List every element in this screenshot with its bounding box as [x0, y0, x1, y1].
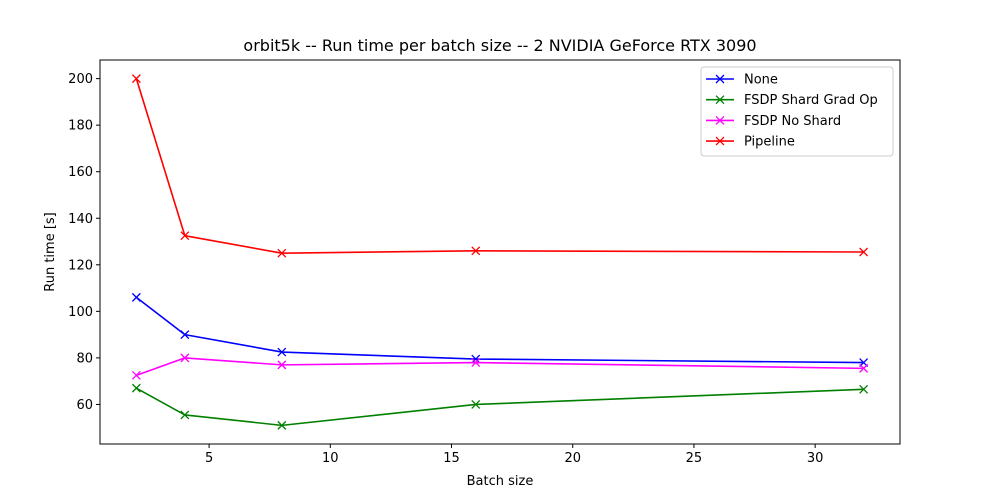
data-point-fsdp-shard-grad-op: [471, 399, 481, 409]
data-point-none: [471, 354, 481, 364]
legend-marker: [715, 74, 725, 84]
series-fsdp-shard-grad-op: [131, 383, 869, 430]
x-axis: 5 10 15 20 25 30: [205, 444, 823, 466]
legend-item-pipeline: Pipeline: [706, 135, 795, 150]
series-pipeline: [131, 74, 869, 258]
data-point-fsdp-no-shard: [471, 358, 481, 368]
y-tick-label: 200: [68, 72, 93, 87]
series-line-none: [135, 296, 864, 364]
data-point-fsdp-no-shard: [277, 360, 287, 370]
data-point-none: [131, 292, 141, 302]
data-point-fsdp-no-shard: [859, 363, 869, 373]
y-axis-label: Run time [s]: [43, 212, 58, 291]
plot-area: [131, 74, 869, 430]
x-tick-label: 10: [322, 451, 339, 466]
legend-item-fsdp-no-shard: FSDP No Shard: [706, 114, 841, 129]
x-axis-label: Batch size: [467, 474, 534, 489]
legend-marker: [715, 136, 725, 146]
series-line-fsdp-shard-grad-op: [135, 387, 864, 427]
x-tick-label: 25: [686, 451, 703, 466]
legend-label: FSDP Shard Grad Op: [744, 93, 878, 108]
legend-label: Pipeline: [744, 135, 795, 150]
plot-frame: [99, 59, 901, 445]
data-point-fsdp-shard-grad-op: [277, 420, 287, 430]
data-point-none: [180, 330, 190, 340]
y-tick-label: 80: [76, 351, 93, 366]
y-tick-label: 100: [68, 305, 93, 320]
legend-label: FSDP No Shard: [744, 114, 841, 129]
series-none: [131, 292, 869, 368]
series-fsdp-no-shard: [131, 353, 869, 380]
data-point-none: [277, 347, 287, 357]
data-point-fsdp-shard-grad-op: [859, 384, 869, 394]
legend-box: [700, 66, 894, 157]
series-line-fsdp-no-shard: [136, 357, 864, 377]
data-point-fsdp-no-shard: [131, 370, 141, 380]
y-tick-label: 180: [68, 119, 93, 134]
x-tick-label: 15: [443, 451, 460, 466]
legend-item-none: None: [706, 73, 778, 88]
data-point-pipeline: [180, 231, 190, 241]
y-tick-label: 120: [68, 258, 93, 273]
x-tick-label: 20: [564, 451, 581, 466]
legend-label: None: [744, 73, 778, 88]
y-tick-label: 140: [68, 212, 93, 227]
data-point-fsdp-shard-grad-op: [131, 383, 141, 393]
legend-item-fsdp-shard-grad-op: FSDP Shard Grad Op: [706, 93, 878, 108]
y-tick-label: 60: [76, 398, 93, 413]
data-point-pipeline: [277, 248, 287, 258]
data-point-pipeline: [471, 246, 481, 256]
data-point-fsdp-no-shard: [180, 353, 190, 363]
y-tick-label: 160: [68, 165, 93, 180]
y-axis: 60 80 100 120 140 160 180 200: [68, 72, 100, 413]
data-point-fsdp-shard-grad-op: [180, 410, 190, 420]
legend-marker: [715, 115, 725, 125]
data-point-pipeline: [131, 74, 141, 84]
legend: None FSDP Shard Grad Op FSDP No Shard Pipel…: [700, 66, 894, 157]
data-point-pipeline: [859, 247, 869, 257]
x-tick-label: 5: [205, 451, 213, 466]
chart-title: orbit5k -- Run time per batch size -- 2 …: [243, 36, 756, 55]
legend-marker: [715, 95, 725, 105]
x-tick-label: 30: [807, 451, 824, 466]
